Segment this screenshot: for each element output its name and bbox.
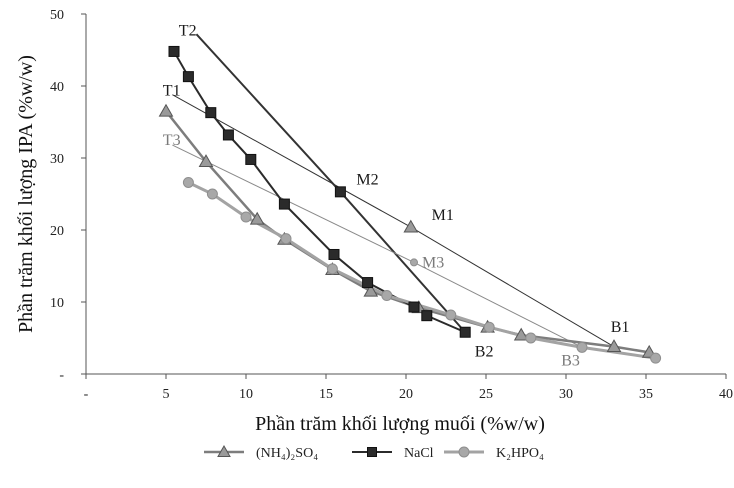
data-point [245, 153, 257, 165]
y-tick-label: 10 [50, 296, 64, 311]
data-markers [158, 45, 662, 364]
legend-label: NaCl [404, 446, 434, 461]
mix-point-m3 [410, 258, 418, 267]
axes: - 5 10 15 20 25 30 35 40 - 10 20 30 40 50 [50, 8, 733, 402]
data-point [363, 283, 379, 297]
legend-label: (NH₄)₂SO₄ [256, 446, 318, 461]
data-point [513, 327, 529, 341]
y-tick-label: 40 [50, 80, 64, 95]
x-tick-label: 5 [163, 387, 170, 402]
data-point [459, 326, 471, 338]
annotation-t3: T3 [163, 132, 181, 149]
data-point [483, 321, 495, 333]
mix-point-m1 [403, 219, 419, 233]
annotations: T1 T2 T3 M1 M2 M3 B1 B2 B3 [163, 23, 630, 370]
data-point [606, 339, 622, 353]
data-point [182, 176, 194, 188]
data-point [525, 332, 537, 344]
x-tick-label: 25 [479, 387, 493, 402]
x-tick-label: 10 [239, 387, 253, 402]
x-tick-label: 40 [719, 387, 733, 402]
data-point [240, 211, 252, 223]
data-point [206, 188, 218, 200]
data-point [182, 71, 194, 83]
data-point [280, 233, 292, 245]
annotation-b2: B2 [475, 344, 494, 361]
data-point [650, 352, 662, 364]
data-point [381, 290, 393, 302]
legend: (NH₄)₂SO₄ NaCl K₂HPO₄ [204, 444, 544, 461]
data-point [168, 45, 180, 57]
data-point [198, 154, 214, 167]
y-axis-title: Phần trăm khối lượng IPA (%w/w) [15, 55, 37, 333]
data-point [205, 107, 217, 119]
y-tick-label: - [59, 368, 64, 383]
annotation-t1: T1 [163, 82, 181, 99]
annotation-m2: M2 [356, 172, 378, 189]
legend-label: K₂HPO₄ [496, 446, 544, 461]
tie-line-t1 [172, 94, 615, 348]
annotation-m3: M3 [422, 254, 444, 271]
annotation-m1: M1 [432, 207, 454, 224]
legend-marker [458, 446, 470, 458]
x-tick-label: - [84, 387, 89, 402]
data-point [576, 341, 588, 353]
x-tick-label: 35 [639, 387, 653, 402]
annotation-t2: T2 [179, 23, 197, 40]
x-tick-label: 15 [319, 387, 333, 402]
data-point [222, 129, 234, 141]
data-point [445, 309, 457, 321]
legend-marker [367, 447, 377, 457]
x-tick-label: 20 [399, 387, 413, 402]
y-tick-label: 50 [50, 8, 64, 23]
y-tick-label: 30 [50, 152, 64, 167]
y-tick-label: 20 [50, 224, 64, 239]
data-point [326, 263, 338, 275]
annotation-b1: B1 [611, 319, 630, 336]
data-point [421, 310, 433, 322]
data-point [278, 198, 290, 210]
legend-marker [217, 444, 231, 457]
x-tick-label: 30 [559, 387, 573, 402]
tie-lines [172, 33, 615, 348]
annotation-b3: B3 [561, 352, 580, 369]
x-axis-title: Phần trăm khối lượng muối (%w/w) [255, 413, 545, 435]
data-point [328, 248, 340, 260]
series-line-1 [173, 50, 466, 334]
data-point [362, 277, 374, 289]
data-point [249, 211, 265, 225]
data-point [158, 103, 174, 117]
data-point [408, 301, 420, 313]
mix-point-m2 [334, 186, 346, 198]
